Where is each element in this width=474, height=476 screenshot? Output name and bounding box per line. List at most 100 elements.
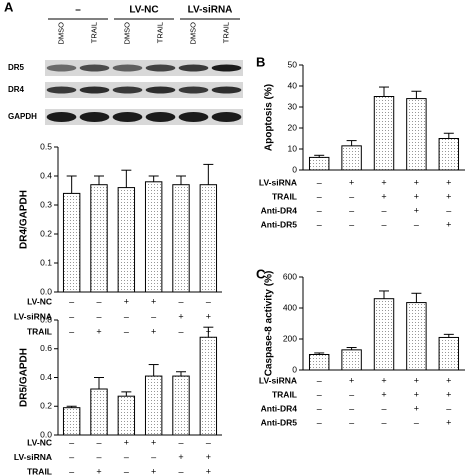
blot-band	[211, 86, 242, 94]
condition-label: LV-NC	[27, 437, 52, 447]
bar	[144, 181, 163, 293]
y-tick-label: 0.2	[40, 228, 52, 238]
lane-label: TRAIL	[221, 22, 230, 43]
group-label: –	[75, 5, 81, 16]
y-tick-label: 200	[283, 333, 297, 343]
condition-sign: +	[206, 466, 211, 476]
condition-sign: –	[96, 311, 101, 321]
bar	[341, 145, 362, 171]
condition-sign: –	[124, 326, 129, 336]
blot-band	[178, 86, 209, 94]
y-tick-label: 0.4	[40, 372, 52, 382]
blot-band	[145, 64, 176, 72]
condition-label: Anti-DR5	[261, 417, 298, 427]
bar	[172, 375, 190, 436]
blot-row-label: GAPDH	[8, 112, 37, 121]
y-axis-label: Apoptosis (%)	[264, 84, 275, 151]
condition-sign: +	[124, 296, 129, 306]
condition-sign: +	[349, 375, 354, 385]
y-tick-label: 400	[283, 302, 297, 312]
condition-sign: +	[381, 389, 386, 399]
blot-row-label: DR5	[8, 63, 25, 72]
condition-sign: –	[317, 375, 322, 385]
y-tick-label: 0.2	[40, 401, 52, 411]
y-tick-label: 0	[292, 364, 297, 374]
bar	[62, 407, 81, 436]
group-label: LV-siRNA	[188, 5, 233, 16]
blot-band	[145, 86, 176, 94]
blot-band	[79, 112, 110, 122]
bar	[62, 192, 81, 293]
condition-sign: +	[446, 191, 451, 201]
condition-sign: –	[124, 311, 129, 321]
condition-label: TRAIL	[27, 326, 52, 336]
condition-sign: –	[349, 417, 354, 427]
condition-label: LV-siRNA	[14, 311, 52, 321]
bar	[406, 98, 427, 171]
condition-sign: –	[178, 326, 183, 336]
condition-sign: +	[151, 437, 156, 447]
condition-label: LV-siRNA	[259, 375, 297, 385]
y-tick-label: 40	[288, 80, 298, 90]
y-tick-label: 50	[288, 59, 298, 69]
lane-label: DMSO	[122, 22, 131, 45]
condition-sign: –	[69, 311, 74, 321]
condition-sign: –	[446, 205, 451, 215]
blot-strip	[45, 60, 243, 76]
condition-sign: +	[206, 452, 211, 462]
panel-letter: A	[4, 0, 14, 14]
condition-sign: –	[206, 296, 211, 306]
y-axis-label: DR5/GAPDH	[19, 348, 30, 407]
bar	[308, 156, 330, 171]
group-label: LV-NC	[129, 5, 158, 16]
condition-sign: –	[381, 219, 386, 229]
blot-band	[211, 112, 242, 122]
bar	[90, 388, 108, 436]
y-tick-label: 0.0	[40, 429, 52, 439]
blot-band	[46, 112, 77, 122]
condition-sign: +	[414, 403, 419, 413]
y-axis-label: DR4/GAPDH	[19, 190, 30, 249]
condition-sign: +	[151, 326, 156, 336]
condition-sign: +	[414, 375, 419, 385]
condition-sign: +	[414, 177, 419, 187]
y-tick-label: 0.8	[40, 314, 52, 324]
y-tick-label: 30	[288, 101, 298, 111]
bar	[117, 395, 136, 436]
bar	[199, 184, 218, 293]
y-tick-label: 0.6	[40, 343, 52, 353]
blot-band	[178, 112, 209, 122]
y-tick-label: 0.5	[40, 141, 52, 151]
y-tick-label: 10	[288, 143, 298, 153]
condition-sign: –	[124, 466, 129, 476]
bar	[199, 336, 218, 436]
condition-sign: –	[69, 466, 74, 476]
bar	[438, 138, 460, 171]
condition-sign: +	[151, 466, 156, 476]
condition-sign: +	[124, 437, 129, 447]
condition-sign: +	[381, 177, 386, 187]
panel-letter: B	[256, 54, 265, 69]
y-tick-label: 0	[292, 164, 297, 174]
condition-label: Anti-DR5	[261, 219, 298, 229]
condition-sign: +	[96, 466, 101, 476]
condition-sign: +	[414, 191, 419, 201]
condition-sign: +	[381, 375, 386, 385]
bar	[406, 302, 427, 371]
condition-sign: –	[96, 437, 101, 447]
condition-sign: +	[178, 311, 183, 321]
condition-sign: –	[151, 452, 156, 462]
condition-sign: +	[349, 177, 354, 187]
condition-sign: –	[317, 389, 322, 399]
condition-sign: –	[69, 296, 74, 306]
y-tick-label: 0.3	[40, 199, 52, 209]
condition-sign: –	[317, 417, 322, 427]
condition-sign: –	[124, 452, 129, 462]
condition-sign: –	[349, 389, 354, 399]
blot-band	[79, 64, 110, 72]
lane-label: DMSO	[56, 22, 65, 45]
y-tick-label: 0.1	[40, 257, 52, 267]
condition-label: LV-NC	[27, 296, 52, 306]
condition-sign: +	[446, 417, 451, 427]
